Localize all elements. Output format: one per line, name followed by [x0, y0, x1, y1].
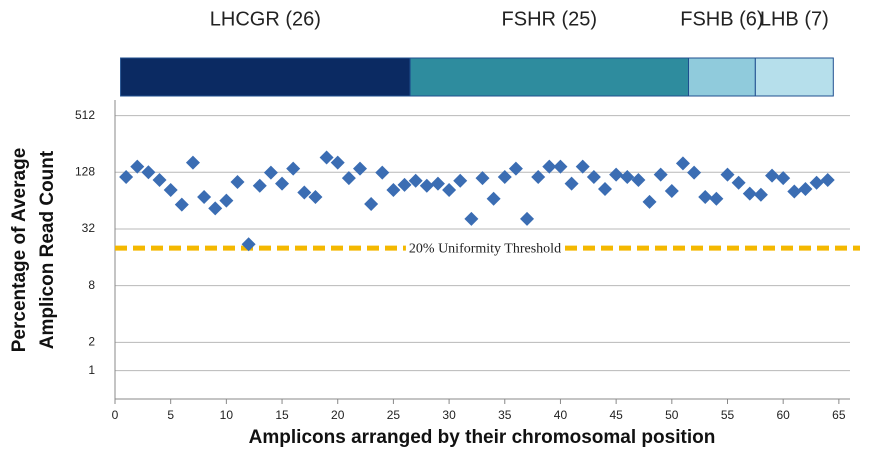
data-point — [119, 170, 134, 185]
y-tick-label: 32 — [82, 221, 96, 235]
region-label: LHCGR (26) — [210, 8, 321, 30]
x-tick-label: 50 — [665, 408, 679, 422]
x-tick-label: 40 — [554, 408, 568, 422]
data-point — [464, 211, 479, 226]
data-point — [598, 182, 612, 197]
data-point — [130, 159, 145, 174]
data-point — [174, 197, 189, 212]
x-tick-label: 25 — [387, 408, 401, 422]
x-tick-label: 10 — [220, 408, 234, 422]
x-tick-label: 30 — [442, 408, 456, 422]
data-point — [330, 155, 345, 170]
y-tick-label: 8 — [88, 278, 95, 292]
x-tick-label: 35 — [498, 408, 512, 422]
data-point — [820, 172, 835, 187]
region-block — [409, 57, 690, 97]
region-block — [754, 57, 834, 97]
data-point — [575, 159, 590, 174]
data-point — [553, 159, 568, 174]
region-block — [120, 57, 411, 97]
data-point — [586, 170, 601, 185]
x-tick-label: 15 — [275, 408, 289, 422]
data-point — [620, 170, 635, 185]
data-point — [798, 182, 813, 197]
x-tick-label: 60 — [777, 408, 791, 422]
data-point — [642, 194, 657, 209]
data-point — [152, 172, 167, 187]
data-point — [364, 196, 379, 211]
data-point — [542, 159, 557, 174]
data-point — [341, 171, 356, 186]
data-point — [664, 183, 679, 198]
data-point — [731, 175, 746, 190]
data-point — [809, 175, 824, 190]
data-point — [208, 201, 223, 216]
data-point — [698, 189, 713, 204]
y-tick-label: 128 — [75, 164, 95, 178]
data-point — [742, 186, 757, 201]
data-point — [508, 161, 523, 176]
x-tick-label: 0 — [112, 408, 119, 422]
data-point — [308, 189, 323, 204]
data-point — [430, 176, 445, 191]
data-point — [709, 191, 724, 206]
data-point — [241, 237, 256, 252]
data-point — [419, 178, 434, 193]
threshold-label-bg — [405, 240, 565, 258]
data-point — [353, 161, 367, 176]
data-point — [765, 168, 780, 183]
data-point — [442, 182, 457, 197]
data-point — [263, 165, 278, 180]
x-axis-title: Amplicons arranged by their chromosomal … — [249, 427, 716, 448]
y-tick-label: 2 — [88, 334, 95, 348]
data-point — [230, 174, 245, 189]
data-point — [219, 193, 234, 208]
data-point — [486, 191, 501, 206]
data-point — [475, 171, 490, 186]
data-point — [286, 161, 301, 176]
threshold-label: 20% Uniformity Threshold — [409, 241, 561, 256]
data-point — [163, 182, 178, 197]
data-point — [720, 167, 735, 182]
y-axis-title: Percentage of Average — [9, 148, 30, 353]
region-label: FSHR (25) — [502, 8, 598, 30]
data-point — [386, 182, 401, 197]
x-tick-label: 20 — [331, 408, 345, 422]
data-point — [375, 165, 390, 180]
data-point — [520, 211, 535, 226]
data-point — [141, 165, 156, 180]
x-tick-label: 65 — [832, 408, 846, 422]
region-label: LHB (7) — [760, 8, 829, 30]
data-point — [564, 176, 579, 191]
data-point — [275, 176, 290, 191]
data-point — [397, 177, 412, 192]
data-point — [531, 170, 546, 185]
x-tick-label: 55 — [721, 408, 735, 422]
data-point — [408, 173, 423, 188]
data-point — [787, 184, 802, 199]
y-tick-label: 512 — [75, 108, 95, 122]
region-label: FSHB (6) — [680, 8, 763, 30]
data-point — [753, 187, 768, 202]
data-point — [776, 171, 791, 186]
data-point — [675, 156, 690, 171]
data-point — [653, 167, 668, 182]
data-point — [497, 170, 512, 185]
data-point — [319, 150, 334, 165]
x-tick-label: 45 — [609, 408, 623, 422]
data-point — [609, 167, 624, 182]
data-point — [197, 189, 212, 204]
x-tick-label: 5 — [167, 408, 174, 422]
y-axis-title: Amplicon Read Count — [37, 150, 58, 349]
region-block — [688, 57, 756, 97]
data-point — [687, 165, 702, 180]
data-point — [631, 172, 646, 187]
y-tick-label: 1 — [88, 363, 95, 377]
data-point — [185, 155, 200, 170]
data-point — [453, 173, 468, 188]
data-point — [252, 178, 267, 193]
data-point — [297, 185, 312, 200]
